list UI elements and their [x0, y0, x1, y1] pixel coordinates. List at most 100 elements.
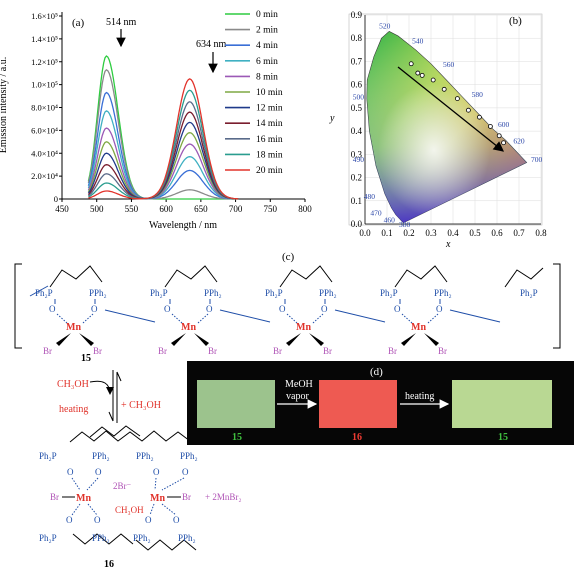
wedge-bond [401, 333, 416, 346]
compound-16-label: 16 [104, 559, 114, 570]
monomer-unit: Ph₂P PPh₂ O O Mn Br Br [265, 265, 386, 356]
polymer-15-structure: Ph₂P PPh₂ O O Mn Br Br Ph₂P PPh₂ O O Mn Br Br Ph₂P PPh₂… [14, 263, 561, 364]
chain-link [219, 309, 271, 323]
mn-o-bond [87, 503, 98, 516]
plus-ch3oh-label: + CH₃OH [121, 400, 161, 411]
equilibrium-scheme: CH₃OH heating + CH₃OH [57, 370, 161, 423]
panel-b-label: (b) [509, 15, 522, 27]
photo-label: 15 [232, 432, 242, 443]
x-tick-label: 750 [264, 204, 278, 214]
spectrum-line [87, 91, 239, 200]
bromide-label: Br [388, 346, 397, 356]
legend-label: 20 min [256, 166, 283, 176]
cie-point [487, 124, 493, 129]
cie-x-tick-label: 0.7 [513, 228, 525, 238]
ph2p-label: Ph₂P [150, 288, 168, 298]
annotation-634nm: 634 nm [196, 39, 227, 50]
mn-o-bond [161, 477, 185, 491]
heating-photo-label: heating [405, 391, 434, 402]
cie-point [419, 72, 425, 78]
emission-spectra-chart: 450 500 550 600 650 700 750 800 0 2.0×10⁴ 4.0×10⁴ 6… [0, 10, 312, 231]
cie-point [465, 107, 471, 113]
spectrum-line [88, 78, 239, 200]
y-tick-label: 0 [54, 194, 58, 204]
bromide-label: Br [208, 346, 217, 356]
manganese-label: Mn [150, 493, 165, 504]
chain-link [449, 309, 501, 323]
mn-o-bond [171, 313, 183, 324]
y-tick-label: 6.0×10⁴ [31, 125, 58, 135]
monomer-unit: Ph₂P PPh₂ O O Mn Br Br [380, 265, 501, 356]
pph2-label: PPh₂ [178, 533, 196, 543]
legend-label: 18 min [256, 150, 283, 160]
y-tick-label: 1.0×10⁵ [31, 80, 58, 90]
oxygen-label: O [49, 304, 56, 314]
cie-x-tick-label: 0.6 [491, 228, 503, 238]
alkyl-bridge [49, 265, 103, 288]
ph2p-chain-end-label: Ph₂P [520, 288, 538, 298]
ph2p-label: Ph₂P [39, 451, 57, 461]
reverse-arrow-head [116, 371, 122, 382]
bromide-label: Br [438, 346, 447, 356]
spectrum-line [87, 68, 239, 200]
spectrum-line [87, 110, 239, 200]
bromide-label: Br [323, 346, 332, 356]
wavelength-label: 540 [412, 37, 424, 46]
compound-15-label: 15 [81, 353, 91, 364]
top-alkyl-bridge-2 [89, 425, 141, 438]
annotation-514nm: 514 nm [106, 17, 137, 28]
wedge-bond [56, 333, 71, 346]
pph2-label: PPh₂ [89, 288, 107, 298]
legend-label: 2 min [256, 26, 278, 36]
pph2-label: PPh₂ [136, 451, 154, 461]
wavelength-label: 700 [531, 155, 543, 164]
wavelength-label: 500 [353, 92, 365, 101]
pph2-label: PPh₂ [204, 288, 222, 298]
cie-point [441, 86, 447, 92]
bottom-alkyl-bridge-1 [72, 533, 134, 545]
x-tick-label: 550 [125, 204, 139, 214]
legend-label: 0 min [256, 10, 278, 20]
spectrum-line [87, 132, 239, 200]
cie-point [496, 133, 502, 139]
ch3oh-ligand-label: CH₃OH [115, 505, 144, 515]
spectrum-line [87, 127, 239, 200]
spectrum-line [87, 121, 239, 200]
mn-o-bond [71, 477, 81, 491]
ph2p-label: Ph₂P [265, 288, 283, 298]
y-tick-label: 1.2×10⁵ [31, 57, 58, 67]
wedge-bond [171, 333, 186, 346]
chain-link [334, 309, 386, 323]
wavelength-label: 380 [399, 220, 411, 229]
chain-end-left [29, 285, 49, 297]
plus-2mnbr2-label: + 2MnBr₂ [205, 492, 241, 502]
cie-point [454, 96, 460, 101]
oxygen-label: O [321, 304, 328, 314]
panel-a-label: (a) [72, 17, 85, 29]
wavelength-label: 480 [364, 192, 376, 201]
monomer-unit: Ph₂P PPh₂ O O Mn Br Br [150, 265, 271, 356]
photo-label: 16 [352, 432, 362, 443]
spectrum-line [87, 55, 239, 200]
wavelength-label: 580 [472, 90, 484, 99]
wavelength-label: 520 [379, 21, 391, 30]
y-tick-label: 4.0×10⁴ [31, 148, 58, 158]
alkyl-bridge [279, 265, 333, 288]
ph2p-label: Ph₂P [380, 288, 398, 298]
y-tick-label: 1.4×10⁵ [31, 34, 58, 44]
oxygen-label: O [206, 304, 213, 314]
x-tick-label: 800 [298, 204, 312, 214]
alkyl-bridge [394, 265, 448, 288]
mn-o-bond [401, 313, 413, 324]
oxygen-label: O [436, 304, 443, 314]
bromide-label: Br [50, 492, 59, 502]
mn-o-bond [86, 477, 99, 491]
wedge-bond [286, 333, 301, 346]
photo-sample-15 [197, 380, 275, 428]
cie-y-tick-label: 0.6 [351, 80, 363, 90]
cie-point [430, 77, 436, 83]
oxygen-label: O [145, 515, 152, 525]
cie-x-tick-label: 0.1 [381, 228, 392, 238]
y-tick-label: 2.0×10⁴ [31, 171, 58, 181]
